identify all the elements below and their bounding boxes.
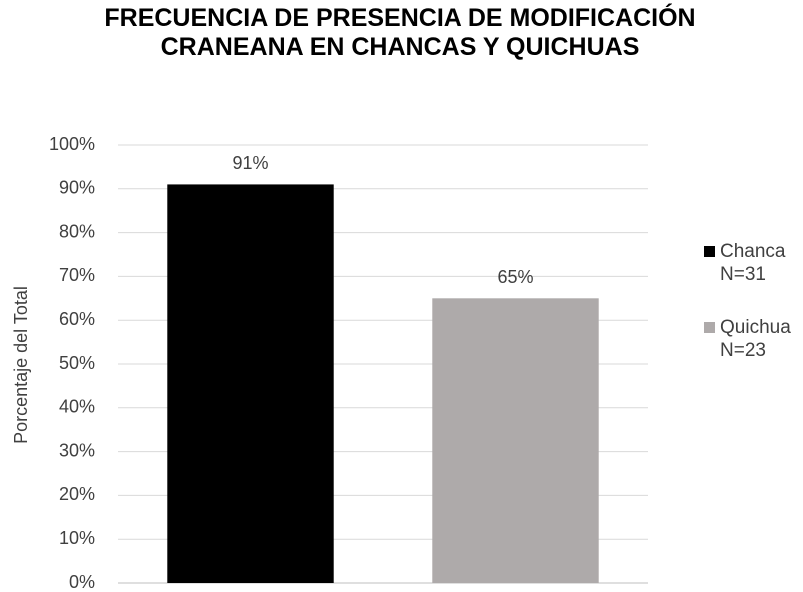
data-label: 65%	[497, 267, 533, 287]
legend-label: Chanca N=31	[720, 241, 786, 285]
legend-item: Chanca N=31	[704, 240, 802, 286]
legend-label: Quichua N=23	[720, 317, 791, 361]
y-tick-label: 60%	[59, 309, 95, 329]
y-tick-label: 10%	[59, 528, 95, 548]
y-axis-label: Porcentaje del Total	[11, 286, 31, 444]
y-tick-label: 30%	[59, 440, 95, 460]
bar	[432, 298, 599, 583]
y-tick-label: 20%	[59, 484, 95, 504]
chart-title: FRECUENCIA DE PRESENCIA DE MODIFICACIÓN …	[104, 4, 696, 61]
legend-swatch	[704, 246, 715, 257]
y-tick-label: 0%	[69, 572, 95, 592]
y-tick-label: 80%	[59, 221, 95, 241]
legend-item: Quichua N=23	[704, 316, 802, 362]
y-tick-label: 50%	[59, 353, 95, 373]
y-tick-label: 90%	[59, 178, 95, 198]
y-tick-label: 70%	[59, 265, 95, 285]
data-label: 91%	[232, 153, 268, 173]
legend: Chanca N=31 Quichua N=23	[704, 240, 802, 392]
y-tick-label: 40%	[59, 397, 95, 417]
y-tick-label: 100%	[49, 134, 95, 154]
bar	[167, 184, 334, 584]
legend-swatch	[704, 322, 715, 333]
